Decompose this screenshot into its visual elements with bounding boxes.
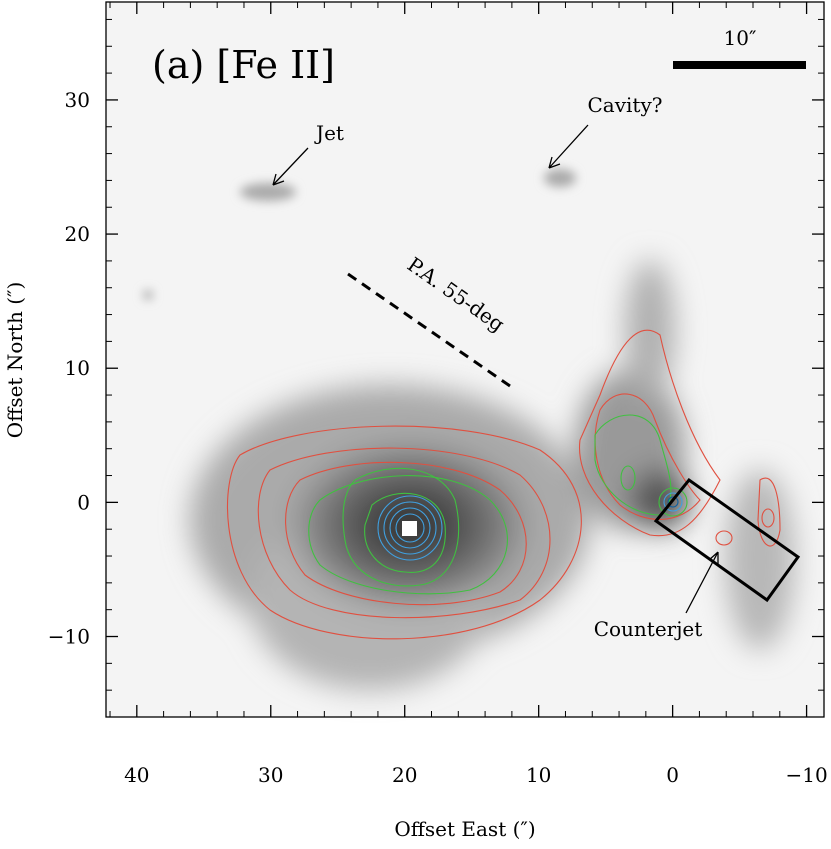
arrows: [272, 124, 719, 614]
x-tick-label: 30: [258, 763, 283, 787]
y-tick-label: 20: [65, 222, 90, 246]
x-tick-label: 40: [124, 763, 149, 787]
x-tick-label: 20: [392, 763, 417, 787]
counterjet-label: Counterjet: [594, 617, 703, 641]
y-axis-title: Offset North (″): [3, 282, 27, 439]
emission: [190, 260, 795, 690]
plot-frame: [105, 1, 825, 718]
scale-bar-label: 10″: [724, 26, 757, 50]
x-axis-title: Offset East (″): [394, 817, 535, 841]
jet-label: Jet: [314, 121, 344, 145]
contours: [227, 329, 781, 640]
masked-star: [402, 521, 417, 536]
x-tick-label: 0: [666, 763, 679, 787]
panel-title: (a) [Fe II]: [152, 43, 335, 87]
x-tick-label: −10: [785, 763, 827, 787]
knots: [143, 169, 576, 300]
y-tick-label: 0: [77, 490, 90, 514]
y-tick-label: −10: [48, 625, 90, 649]
y-tick-label: 10: [65, 356, 90, 380]
cavity-label: Cavity?: [588, 93, 663, 117]
x-tick-label: 10: [526, 763, 551, 787]
slit-box: [653, 477, 801, 603]
y-tick-label: 30: [65, 88, 90, 112]
